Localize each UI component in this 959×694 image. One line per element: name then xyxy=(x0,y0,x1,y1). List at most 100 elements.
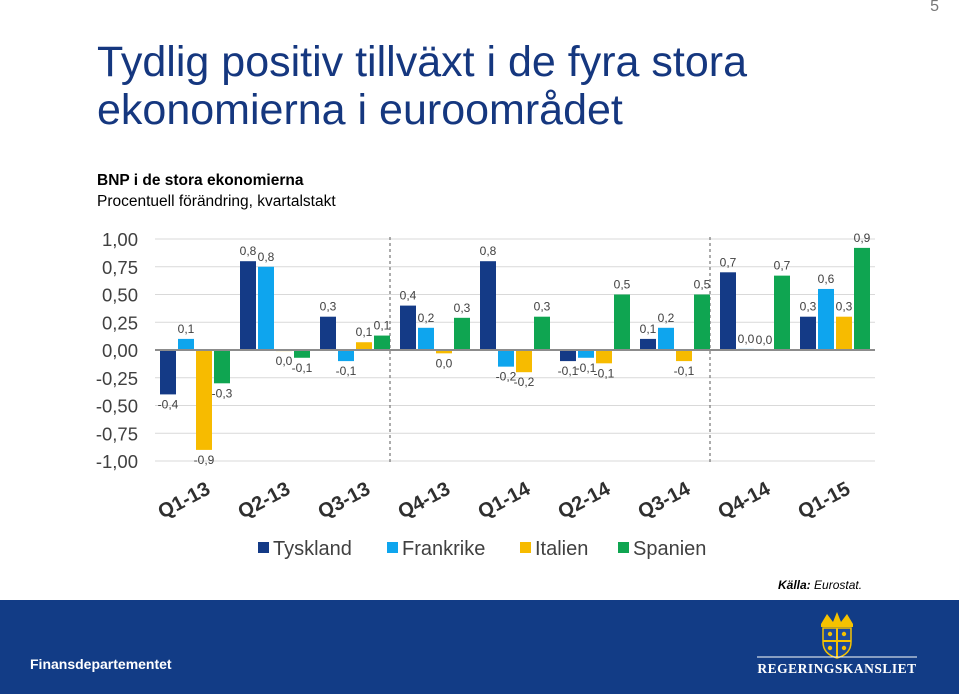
bar-spanien xyxy=(374,335,390,350)
data-label: 0,3 xyxy=(836,300,853,314)
data-label: -0,1 xyxy=(558,364,579,378)
legend-label: Frankrike xyxy=(402,538,485,560)
crown-emblem-icon xyxy=(757,612,917,659)
page-number: 5 xyxy=(930,0,939,15)
legend: Tyskland Frankrike Italien Spanien xyxy=(258,538,706,560)
legend-swatch xyxy=(387,542,398,553)
gdp-bar-chart: 1,00 0,75 0,50 0,25 0,00 -0,25 -0,50 -0,75 -1,00… xyxy=(96,229,875,560)
x-tick-label: Q1-13 xyxy=(154,478,213,524)
bar-spanien xyxy=(694,294,710,350)
data-label: -0,1 xyxy=(292,361,313,375)
data-label: 0,0 xyxy=(276,354,293,368)
y-tick-label: -0,75 xyxy=(96,423,138,444)
legend-label: Italien xyxy=(535,538,588,560)
data-label: 0,3 xyxy=(534,300,551,314)
chart-title: BNP i de stora ekonomierna xyxy=(97,172,304,189)
x-tick-label: Q3-13 xyxy=(314,478,373,524)
x-tick-label: Q3-14 xyxy=(634,478,694,524)
year-separators xyxy=(389,237,711,463)
bar-frankrike xyxy=(258,266,274,350)
data-label: 0,2 xyxy=(658,311,675,325)
x-tick-label: Q4-13 xyxy=(394,478,453,524)
legend-label: Tyskland xyxy=(273,538,352,560)
bar-spanien xyxy=(774,275,790,350)
data-label: -0,9 xyxy=(194,453,215,467)
data-label: 0,4 xyxy=(400,289,417,303)
y-tick-label: -0,50 xyxy=(96,396,138,417)
bar-frankrike xyxy=(658,327,674,350)
legend-label: Spanien xyxy=(633,538,706,560)
bar-tyskland xyxy=(480,261,496,350)
data-label: 0,9 xyxy=(854,231,871,245)
data-label: 0,5 xyxy=(614,278,631,292)
bar-frankrike xyxy=(818,288,834,350)
x-tick-label: Q2-13 xyxy=(234,478,293,524)
bar-italien xyxy=(516,350,532,373)
bar-spanien xyxy=(454,317,470,350)
bar-frankrike xyxy=(418,327,434,350)
x-tick-label: Q2-14 xyxy=(554,478,614,524)
data-labels: -0,40,1-0,9-0,30,8 0,80,0 -0,10,3-0,10,1 0,… xyxy=(158,231,871,467)
y-tick-label: -0,25 xyxy=(96,368,138,389)
bar-tyskland xyxy=(160,350,176,395)
bar-spanien xyxy=(214,350,230,384)
data-label: 0,7 xyxy=(774,259,791,273)
bar-tyskland xyxy=(560,350,576,362)
bar-tyskland xyxy=(400,305,416,350)
footer-bar: Finansdepartementet REGERINGSKANSLIET xyxy=(0,600,959,694)
bars xyxy=(160,247,870,450)
bar-italien xyxy=(436,350,452,354)
chart-subtitle: Procentuell förändring, kvartalstakt xyxy=(97,193,336,210)
x-tick-label: Q4-14 xyxy=(714,478,774,524)
y-tick-label: 0,25 xyxy=(102,312,138,333)
bar-tyskland xyxy=(720,272,736,350)
data-label: 0,7 xyxy=(720,255,737,269)
data-label: -0,1 xyxy=(336,364,357,378)
data-label: 0,3 xyxy=(320,300,337,314)
bar-spanien xyxy=(294,350,310,358)
bar-frankrike xyxy=(178,338,194,350)
data-label: -0,2 xyxy=(514,375,535,389)
bar-frankrike xyxy=(498,350,514,367)
data-label: -0,1 xyxy=(674,364,695,378)
legend-swatch xyxy=(618,542,629,553)
data-label: 0,2 xyxy=(418,311,435,325)
data-label: 0,1 xyxy=(178,322,195,336)
source-label: Källa: xyxy=(778,578,811,592)
x-tick-label: Q1-15 xyxy=(794,478,853,524)
source-note: Källa: Eurostat. xyxy=(778,578,862,592)
data-label: 0,0 xyxy=(436,356,453,370)
x-axis-ticks: Q1-13 Q2-13 Q3-13 Q4-13 Q1-14 Q2-14 Q3-14 Q4-14… xyxy=(154,478,853,524)
bar-spanien xyxy=(614,294,630,350)
data-label: 0,1 xyxy=(374,319,391,333)
bar-italien xyxy=(676,350,692,362)
x-tick-label: Q1-14 xyxy=(474,478,534,524)
bar-italien xyxy=(196,350,212,450)
data-label: 0,8 xyxy=(240,244,257,258)
slide-title: Tydlig positiv tillväxt i de fyra stora … xyxy=(97,38,748,134)
bar-italien xyxy=(596,350,612,364)
bar-spanien xyxy=(854,247,870,350)
logo-text: REGERINGSKANSLIET xyxy=(757,661,917,676)
data-label: 0,1 xyxy=(356,325,373,339)
government-logo: REGERINGSKANSLIET xyxy=(757,610,917,690)
bar-italien xyxy=(836,316,852,350)
bar-frankrike xyxy=(338,350,354,362)
bar-frankrike xyxy=(578,350,594,358)
data-label: -0,4 xyxy=(158,397,179,411)
data-label: 0,0 xyxy=(756,333,773,347)
data-label: -0,3 xyxy=(212,386,233,400)
data-label: 0,0 xyxy=(738,332,755,346)
data-label: 0,1 xyxy=(640,322,657,336)
data-label: -0,1 xyxy=(576,361,597,375)
y-tick-label: -1,00 xyxy=(96,451,138,472)
data-label: 0,8 xyxy=(258,250,275,264)
bar-italien xyxy=(356,342,372,350)
data-label: 0,3 xyxy=(800,300,817,314)
bar-tyskland xyxy=(800,316,816,350)
bar-spanien xyxy=(534,316,550,350)
data-label: 0,6 xyxy=(818,272,835,286)
y-tick-label: 0,75 xyxy=(102,257,138,278)
data-label: -0,2 xyxy=(496,370,517,384)
data-label: 0,5 xyxy=(694,278,711,292)
